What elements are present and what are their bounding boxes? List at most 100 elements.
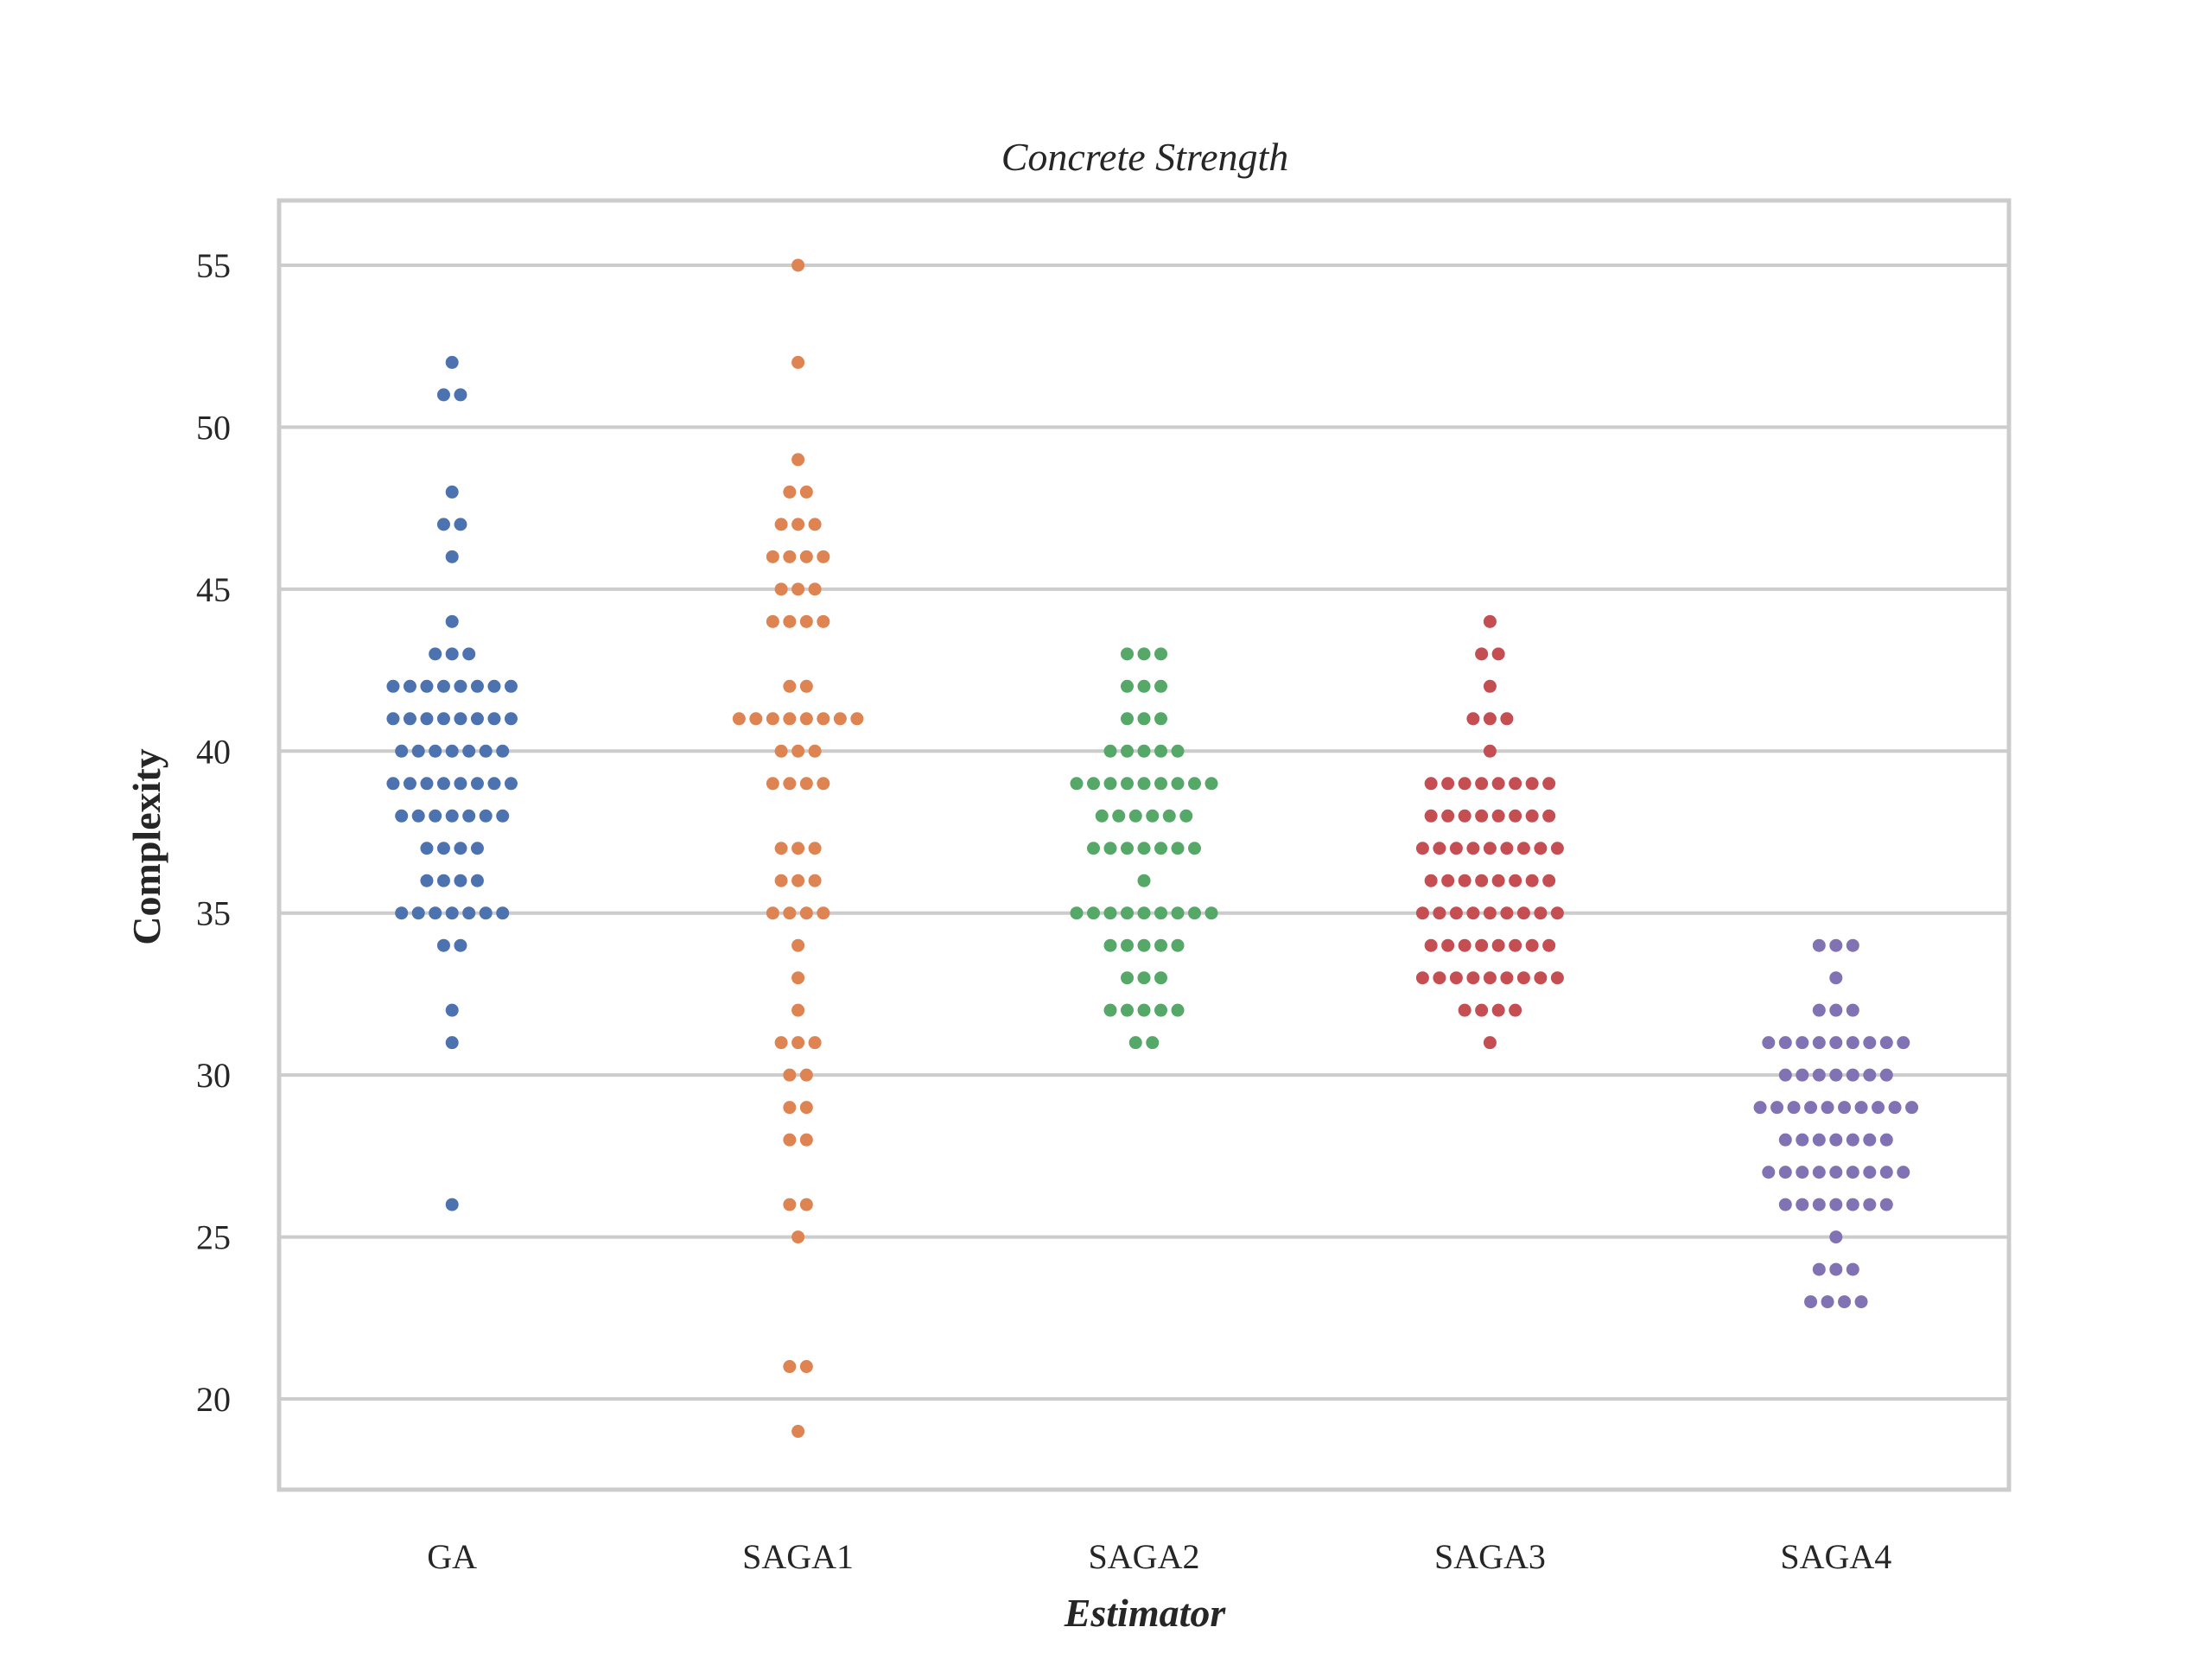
point-ga-42-8 — [504, 679, 518, 693]
point-saga1-35-3 — [799, 906, 813, 920]
point-saga2-35-2 — [1087, 906, 1100, 920]
point-saga2-32-2 — [1121, 1003, 1134, 1017]
point-ga-39-8 — [504, 777, 518, 791]
point-saga1-41-3 — [766, 712, 779, 726]
point-saga3-38-7 — [1525, 809, 1539, 823]
point-saga3-34-6 — [1509, 938, 1522, 952]
point-saga2-33-2 — [1137, 971, 1151, 985]
point-saga2-38-4 — [1146, 809, 1160, 823]
point-saga4-32-2 — [1829, 1003, 1843, 1017]
point-saga3-35-6 — [1500, 906, 1514, 920]
point-saga4-30-3 — [1812, 1068, 1826, 1082]
point-ga-40-4 — [445, 744, 459, 758]
point-ga-42-1 — [386, 679, 400, 693]
point-saga1-41-5 — [799, 712, 813, 726]
point-saga2-38-6 — [1179, 809, 1193, 823]
point-saga3-35-8 — [1534, 906, 1548, 920]
point-ga-37-4 — [470, 842, 484, 855]
point-ga-40-7 — [496, 744, 510, 758]
point-saga2-35-4 — [1121, 906, 1134, 920]
point-saga1-49-1 — [791, 453, 805, 467]
point-saga3-40-1 — [1483, 744, 1497, 758]
point-saga1-47-1 — [774, 518, 788, 531]
point-saga4-25-1 — [1829, 1230, 1843, 1244]
point-saga4-31-9 — [1897, 1036, 1910, 1050]
point-saga2-32-5 — [1171, 1003, 1185, 1017]
point-saga1-55-1 — [791, 258, 805, 272]
point-saga2-43-2 — [1137, 647, 1151, 661]
point-saga1-31-2 — [791, 1036, 805, 1050]
point-ga-35-3 — [429, 906, 442, 920]
point-saga2-39-5 — [1137, 777, 1151, 791]
point-saga4-31-6 — [1846, 1036, 1859, 1050]
point-ga-40-2 — [411, 744, 425, 758]
point-saga2-35-7 — [1171, 906, 1185, 920]
point-ga-32-1 — [445, 1003, 459, 1017]
point-ga-35-7 — [496, 906, 510, 920]
point-ga-36-2 — [436, 874, 450, 887]
point-ga-42-3 — [420, 679, 434, 693]
point-saga1-39-4 — [817, 777, 830, 791]
point-saga3-32-2 — [1475, 1003, 1489, 1017]
point-ga-39-7 — [487, 777, 501, 791]
point-saga3-41-3 — [1500, 712, 1514, 726]
x-tick-label-saga2: SAGA2 — [1089, 1537, 1200, 1576]
point-saga3-33-8 — [1534, 971, 1548, 985]
point-saga3-33-7 — [1516, 971, 1530, 985]
point-saga3-32-1 — [1458, 1003, 1471, 1017]
point-saga4-30-1 — [1778, 1068, 1792, 1082]
point-saga4-29-10 — [1905, 1101, 1919, 1115]
point-saga3-32-4 — [1509, 1003, 1522, 1017]
point-ga-51-1 — [436, 388, 450, 402]
point-saga2-37-4 — [1137, 842, 1151, 855]
point-saga1-45-1 — [774, 582, 788, 596]
point-saga4-28-2 — [1796, 1133, 1809, 1147]
point-ga-47-2 — [454, 518, 467, 531]
point-saga3-33-2 — [1433, 971, 1446, 985]
point-saga2-42-2 — [1137, 679, 1151, 693]
point-saga1-34-1 — [791, 938, 805, 952]
point-saga4-31-1 — [1762, 1036, 1776, 1050]
point-saga2-40-1 — [1103, 744, 1117, 758]
point-ga-36-1 — [420, 874, 434, 887]
point-ga-41-7 — [487, 712, 501, 726]
point-saga4-34-1 — [1812, 938, 1826, 952]
point-saga2-41-3 — [1154, 712, 1167, 726]
point-saga4-29-6 — [1838, 1101, 1852, 1115]
point-saga4-29-2 — [1770, 1101, 1784, 1115]
point-saga1-21-2 — [799, 1360, 813, 1374]
point-saga4-30-7 — [1879, 1068, 1893, 1082]
point-saga4-29-4 — [1804, 1101, 1818, 1115]
point-saga3-38-4 — [1475, 809, 1489, 823]
point-saga2-31-1 — [1128, 1036, 1142, 1050]
point-saga2-39-9 — [1205, 777, 1218, 791]
point-saga2-34-5 — [1171, 938, 1185, 952]
point-ga-35-5 — [462, 906, 476, 920]
point-saga4-28-1 — [1778, 1133, 1792, 1147]
point-saga4-27-9 — [1897, 1166, 1910, 1179]
point-saga4-27-8 — [1879, 1166, 1893, 1179]
point-saga3-36-1 — [1424, 874, 1438, 887]
point-saga3-33-5 — [1483, 971, 1497, 985]
point-ga-44-1 — [445, 614, 459, 628]
point-saga4-26-1 — [1778, 1198, 1792, 1211]
point-saga3-37-5 — [1483, 842, 1497, 855]
point-saga3-33-9 — [1550, 971, 1564, 985]
point-saga3-39-3 — [1458, 777, 1471, 791]
point-saga4-27-1 — [1762, 1166, 1776, 1179]
point-saga1-28-2 — [799, 1133, 813, 1147]
point-saga1-35-2 — [783, 906, 797, 920]
y-tick-label-45: 45 — [196, 570, 231, 609]
point-saga1-41-1 — [732, 712, 746, 726]
point-ga-39-1 — [386, 777, 400, 791]
point-saga2-43-1 — [1121, 647, 1134, 661]
point-saga3-37-9 — [1550, 842, 1564, 855]
point-saga3-35-3 — [1449, 906, 1463, 920]
point-saga2-35-9 — [1205, 906, 1218, 920]
point-saga4-26-2 — [1796, 1198, 1809, 1211]
point-saga4-23-1 — [1804, 1295, 1818, 1309]
point-saga3-36-2 — [1441, 874, 1455, 887]
point-ga-39-2 — [403, 777, 416, 791]
